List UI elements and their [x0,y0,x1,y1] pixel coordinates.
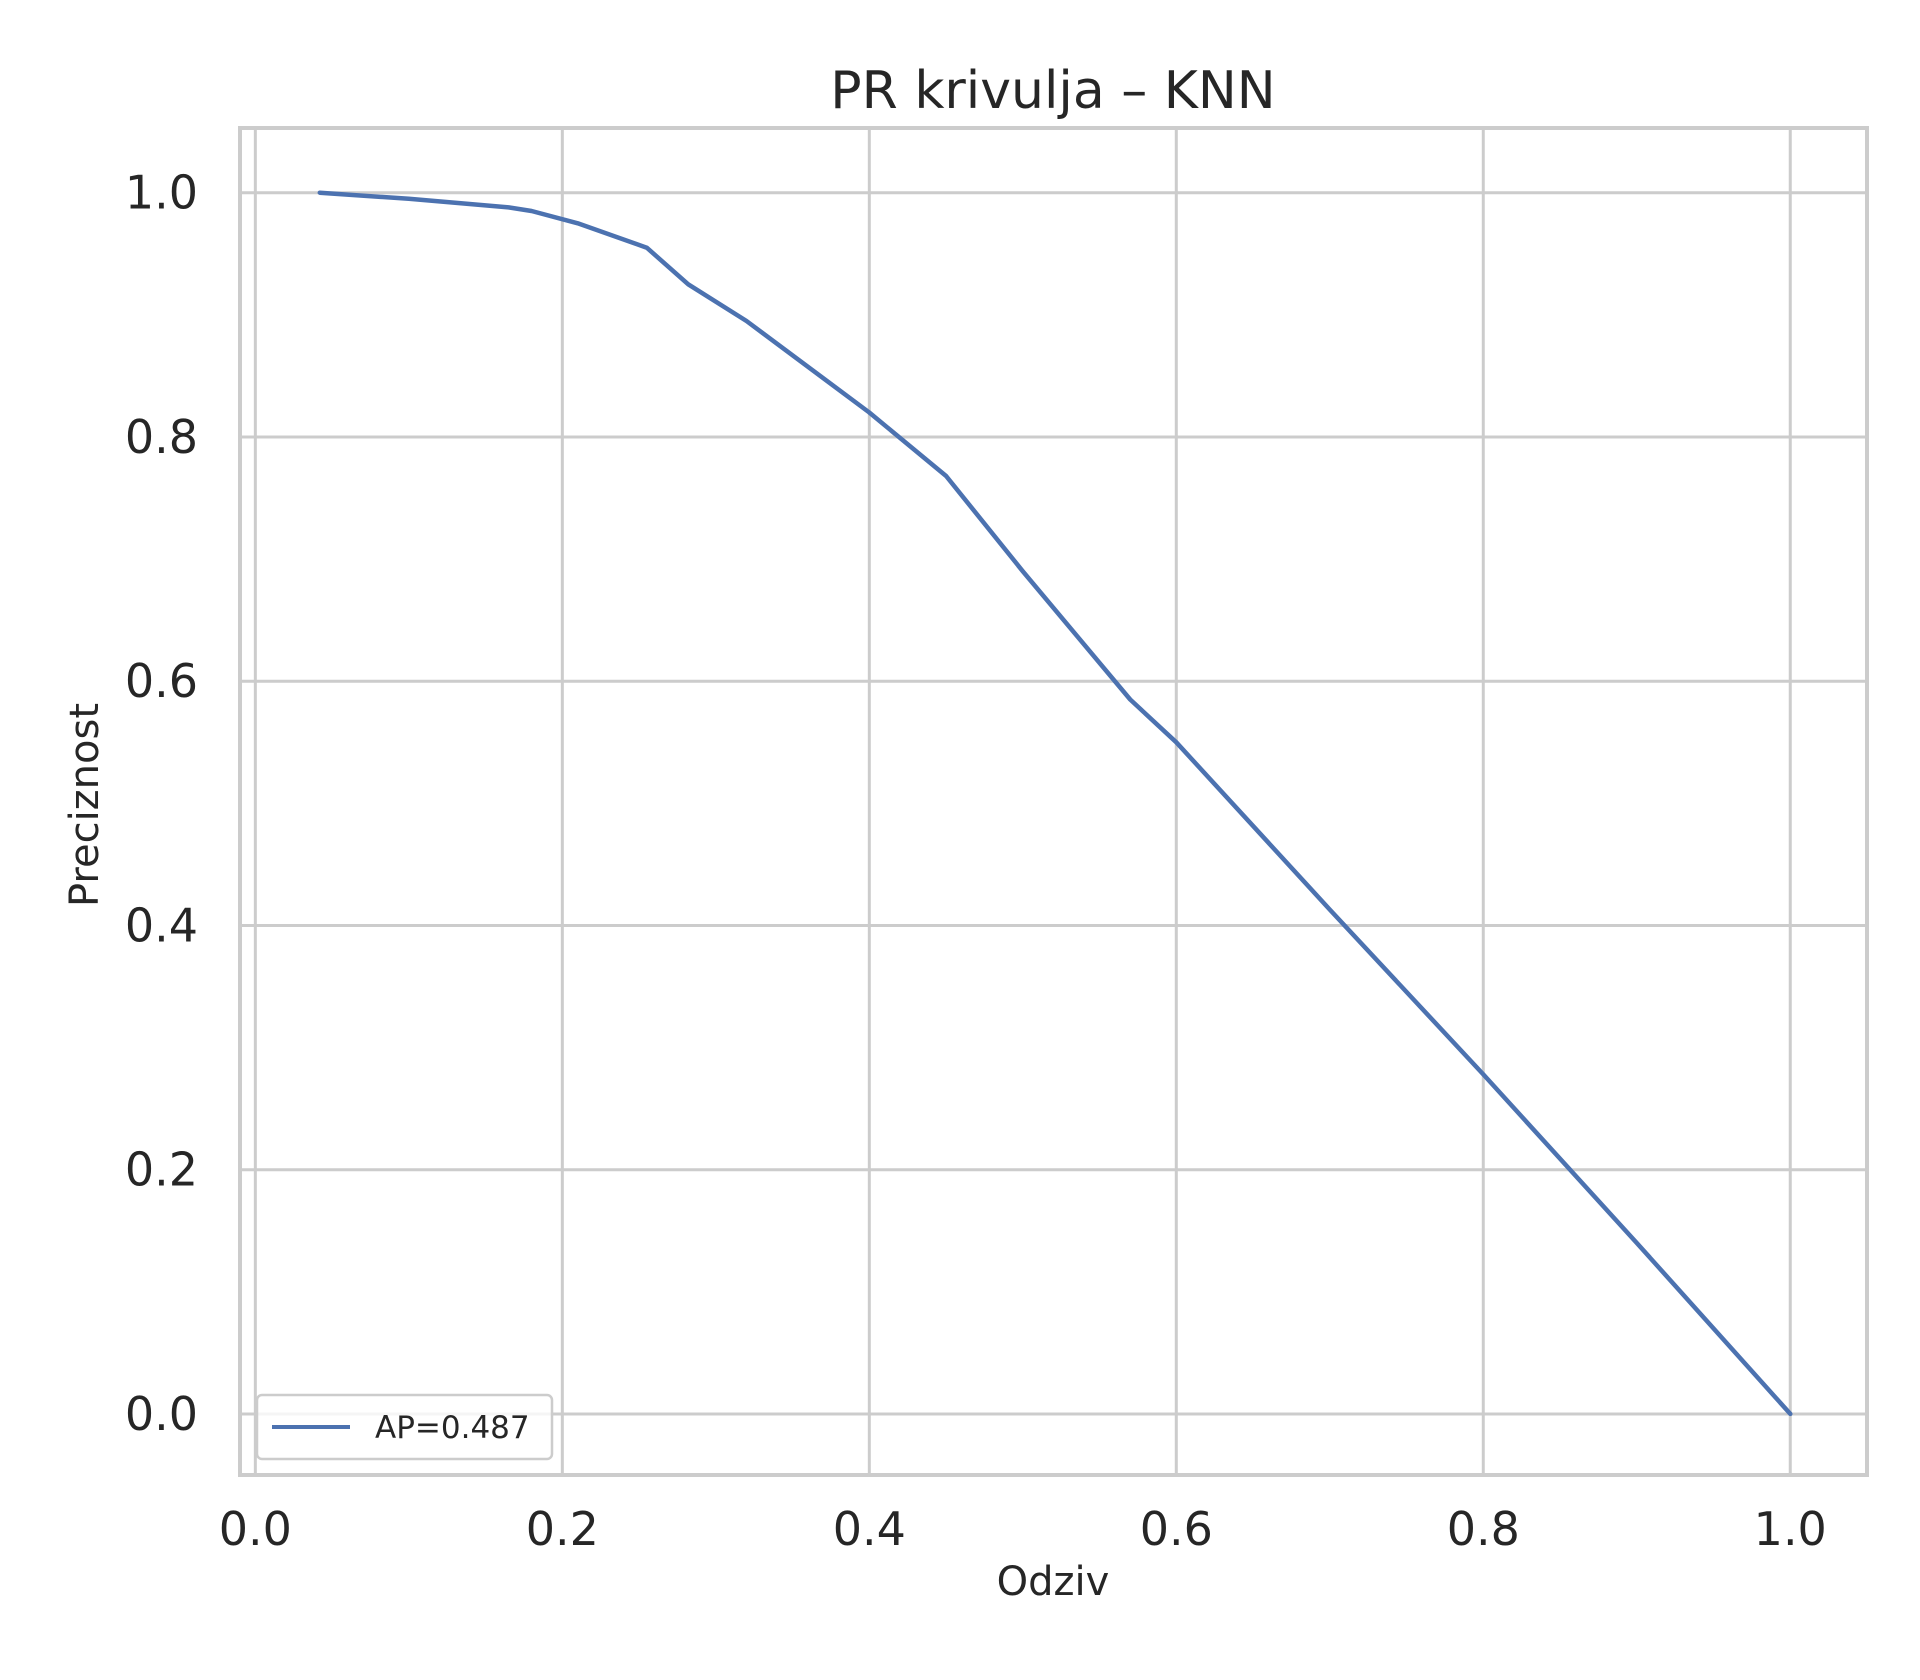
tick-labels: 0.0 0.2 0.4 0.6 0.8 1.0 0.0 0.2 0.4 0.6 0.8 1.0 [125,166,1827,1556]
y-tick-label: 0.8 [125,410,198,464]
legend-box [255,1393,554,1461]
plot-background [240,128,1867,1475]
plot-frame [238,126,1869,1477]
pr-curve-line [317,190,1793,1417]
y-tick-label: 0.6 [125,654,198,708]
x-tick-label: 1.0 [1754,1502,1827,1556]
x-tick-label: 0.6 [1140,1502,1213,1556]
legend-entry-label: AP=0.487 [375,1410,530,1446]
y-tick-label: 0.0 [125,1387,198,1441]
x-tick-label: 0.8 [1447,1502,1520,1556]
series-layer [317,190,1793,1417]
legend: AP=0.487 [255,1393,554,1461]
x-tick-label: 0.2 [526,1502,599,1556]
x-axis-label: Odziv [997,1559,1110,1605]
y-tick-label: 0.4 [125,898,198,952]
y-axis-label: Preciznost [62,703,108,907]
chart-title: PR krivulja – KNN [830,61,1275,121]
x-tick-label: 0.0 [219,1502,292,1556]
y-tick-label: 1.0 [125,166,198,220]
x-tick-label: 0.4 [833,1502,906,1556]
y-tick-label: 0.2 [125,1143,198,1197]
